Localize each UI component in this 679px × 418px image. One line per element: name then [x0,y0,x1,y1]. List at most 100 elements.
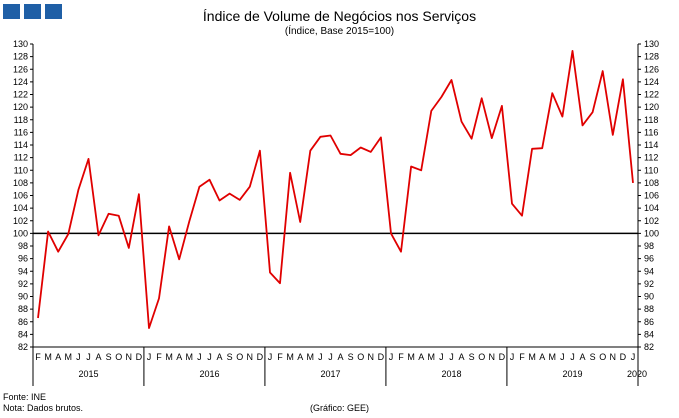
x-month-label: A [96,352,102,362]
x-month-label: M [165,352,173,362]
x-month-label: D [499,352,506,362]
x-month-label: A [418,352,424,362]
x-month-label: J [268,352,273,362]
x-month-label: O [236,352,243,362]
series-line [37,50,634,330]
y-tick-label-right: 92 [644,279,654,289]
x-month-label: J [86,352,91,362]
x-month-label: F [156,352,162,362]
x-year-label: 2019 [562,369,582,379]
y-tick-label-right: 130 [644,39,659,49]
x-month-label: J [560,352,565,362]
x-month-label: M [428,352,436,362]
x-month-label: J [207,352,212,362]
x-year-label: 2016 [199,369,219,379]
y-tick-label-left: 128 [13,52,28,62]
y-tick-label-right: 112 [644,153,658,163]
source-note: Fonte: INE [3,392,47,402]
y-tick-label-left: 110 [14,165,28,175]
y-tick-label-right: 102 [644,216,659,226]
x-month-label: J [318,352,323,362]
y-tick-label-left: 102 [13,216,28,226]
y-tick-label-left: 122 [13,90,28,100]
x-year-label: 2015 [78,369,98,379]
y-tick-label-left: 86 [18,317,28,327]
x-year-label: 2020 [627,369,647,379]
y-tick-label-right: 120 [644,102,659,112]
y-tick-label-left: 120 [13,102,28,112]
data-note: Nota: Dados brutos. [3,403,84,413]
x-month-label: F [519,352,525,362]
y-tick-label-right: 98 [644,241,654,251]
y-tick-label-right: 116 [644,127,658,137]
x-year-label: 2018 [441,369,461,379]
y-tick-label-left: 82 [18,342,28,352]
x-month-label: J [439,352,444,362]
x-month-label: O [357,352,364,362]
y-tick-label-left: 124 [13,77,28,87]
y-tick-label-right: 114 [644,140,658,150]
x-month-label: J [147,352,152,362]
y-tick-label-left: 118 [14,115,28,125]
x-month-label: N [489,352,496,362]
x-month-label: O [599,352,606,362]
y-tick-label-right: 106 [644,191,659,201]
x-month-label: J [449,352,454,362]
x-month-label: S [348,352,354,362]
y-tick-label-right: 118 [644,115,658,125]
x-month-label: J [328,352,333,362]
y-tick-label-left: 94 [18,266,28,276]
x-month-label: J [510,352,515,362]
x-month-label: M [44,352,52,362]
logo-square [3,4,20,19]
y-tick-label-right: 104 [644,203,659,213]
x-month-label: N [247,352,254,362]
y-tick-label-right: 128 [644,52,659,62]
chart-credit: (Gráfico: GEE) [310,403,370,413]
x-month-label: J [631,352,636,362]
x-month-label: F [35,352,41,362]
y-tick-label-left: 108 [13,178,28,188]
x-month-label: M [407,352,415,362]
x-month-label: D [378,352,385,362]
y-tick-label-right: 84 [644,329,654,339]
x-month-label: A [338,352,344,362]
y-tick-label-right: 122 [644,90,659,100]
y-tick-label-left: 84 [18,329,28,339]
y-tick-label-left: 96 [18,254,28,264]
x-month-label: D [620,352,627,362]
y-tick-label-left: 90 [18,292,28,302]
y-tick-label-left: 100 [13,228,28,238]
x-month-label: N [368,352,375,362]
x-month-label: A [217,352,223,362]
x-month-label: A [176,352,182,362]
y-tick-label-right: 88 [644,304,654,314]
x-month-label: M [65,352,73,362]
x-month-label: F [398,352,404,362]
y-tick-label-left: 114 [14,140,28,150]
x-month-label: N [126,352,133,362]
x-month-label: A [459,352,465,362]
x-month-label: A [297,352,303,362]
y-tick-label-left: 116 [14,127,28,137]
y-tick-label-left: 106 [13,191,28,201]
y-tick-label-left: 88 [18,304,28,314]
y-tick-label-right: 96 [644,254,654,264]
x-month-label: M [186,352,194,362]
chart-subtitle: (Índice, Base 2015=100) [284,26,395,37]
brand-logo [3,4,62,19]
y-tick-label-left: 130 [13,39,28,49]
x-month-label: M [286,352,294,362]
y-tick-label-right: 108 [644,178,659,188]
x-month-label: J [197,352,202,362]
x-month-label: S [590,352,596,362]
y-tick-label-right: 90 [644,292,654,302]
x-month-label: A [55,352,61,362]
x-month-label: S [106,352,112,362]
y-tick-label-left: 92 [18,279,28,289]
y-tick-label-right: 124 [644,77,659,87]
logo-square [45,4,62,19]
chart-title: Índice de Volume de Negócios nos Serviço… [202,8,477,24]
x-month-label: F [277,352,283,362]
